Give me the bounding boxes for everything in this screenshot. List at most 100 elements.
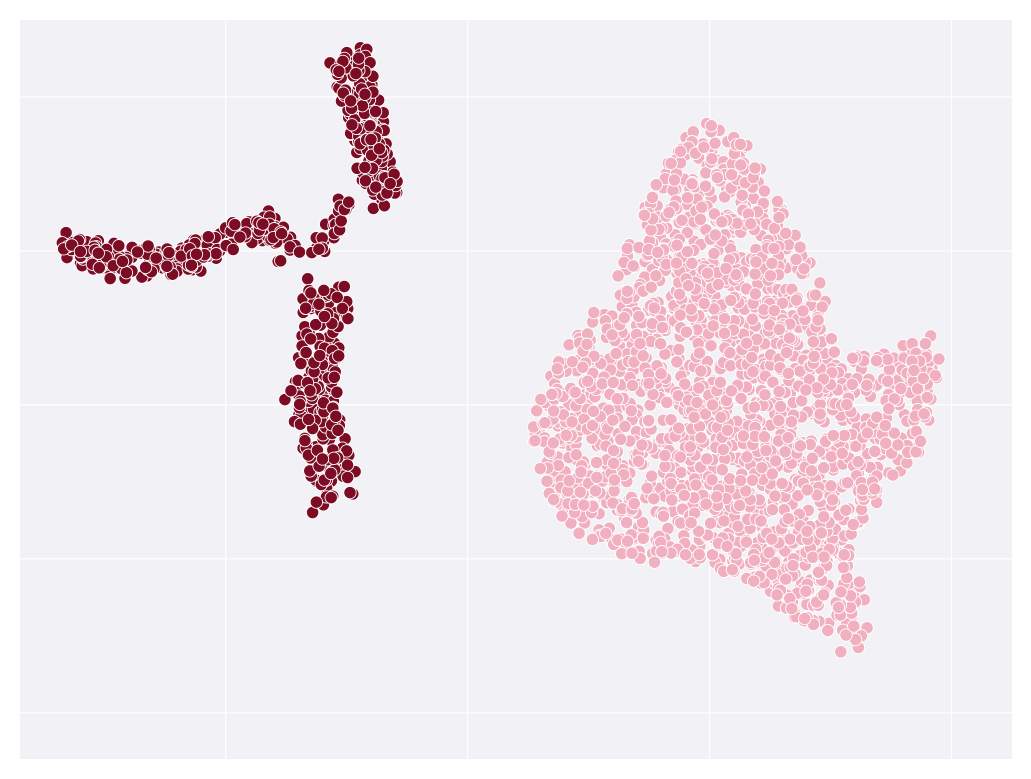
data-point [798,611,812,626]
data-point [565,415,579,429]
data-point [804,464,819,478]
data-point [704,339,718,353]
data-point [605,328,619,342]
data-point [681,278,696,293]
data-point [369,180,383,194]
data-point [747,574,761,588]
data-point [332,349,346,363]
data-point [679,325,694,339]
data-point [705,548,720,562]
data-point [813,276,827,290]
data-point [810,381,824,395]
data-point [581,374,595,388]
data-point [636,349,650,363]
data-point [845,351,860,365]
data-point [590,470,604,485]
data-point [335,301,350,316]
data-point [698,179,713,193]
data-point [917,407,931,421]
data-point [149,251,163,265]
data-point [631,454,646,468]
data-point [588,484,603,498]
data-point [870,410,884,424]
data-point [550,362,564,376]
data-point [368,104,383,119]
data-point [779,345,794,360]
data-point [595,377,609,391]
data-point [284,384,298,398]
data-point [763,269,778,283]
data-point [694,364,708,378]
data-point [599,526,613,541]
data-point [817,588,831,602]
data-point [673,144,688,159]
data-point [632,309,646,324]
data-point [708,228,722,242]
data-point [673,308,687,322]
data-point [817,461,831,475]
data-point [636,531,650,545]
data-point [617,311,631,325]
data-point [758,388,772,402]
data-point [785,601,799,616]
data-point [715,463,729,477]
data-point [545,387,559,401]
data-point [678,548,693,562]
data-point [767,304,781,318]
data-point [292,245,307,259]
data-point [538,416,552,430]
data-point [572,526,586,540]
data-point [606,443,621,458]
data-point [813,407,827,421]
data-point [324,466,338,481]
data-point [337,279,351,294]
data-point [711,277,725,292]
data-point [649,269,663,283]
data-point [739,535,754,549]
data-point [881,374,895,388]
data-point [119,266,134,280]
data-point [546,436,560,450]
data-point [344,94,358,108]
data-point [358,160,372,175]
data-point [715,215,729,229]
data-point [528,434,542,448]
data-point [607,473,622,487]
data-point [703,516,718,530]
data-point [658,448,672,463]
data-point [724,293,738,308]
data-point [806,335,820,349]
data-point [699,497,713,511]
data-point [304,332,318,346]
data-point [312,242,326,256]
data-point [783,532,797,546]
data-point [644,223,658,237]
data-point [891,438,905,452]
data-point [766,375,780,389]
data-point [789,293,804,307]
data-point [786,558,800,573]
data-point [343,485,357,500]
data-point [799,584,813,598]
data-point [868,444,882,459]
data-point [627,496,641,511]
data-point [327,451,341,465]
data-point [808,288,823,302]
data-point [209,247,223,261]
data-point [672,342,686,357]
data-point [734,391,748,406]
data-point [309,317,323,332]
data-point [689,478,703,492]
data-point [91,246,105,260]
data-point [573,485,587,499]
data-point [331,423,345,437]
data-point [811,313,825,327]
data-point [569,448,583,462]
data-point [226,242,240,257]
data-point [138,260,153,275]
data-point [782,331,797,345]
data-point [729,547,743,561]
data-point [189,247,204,261]
data-point [732,498,747,513]
